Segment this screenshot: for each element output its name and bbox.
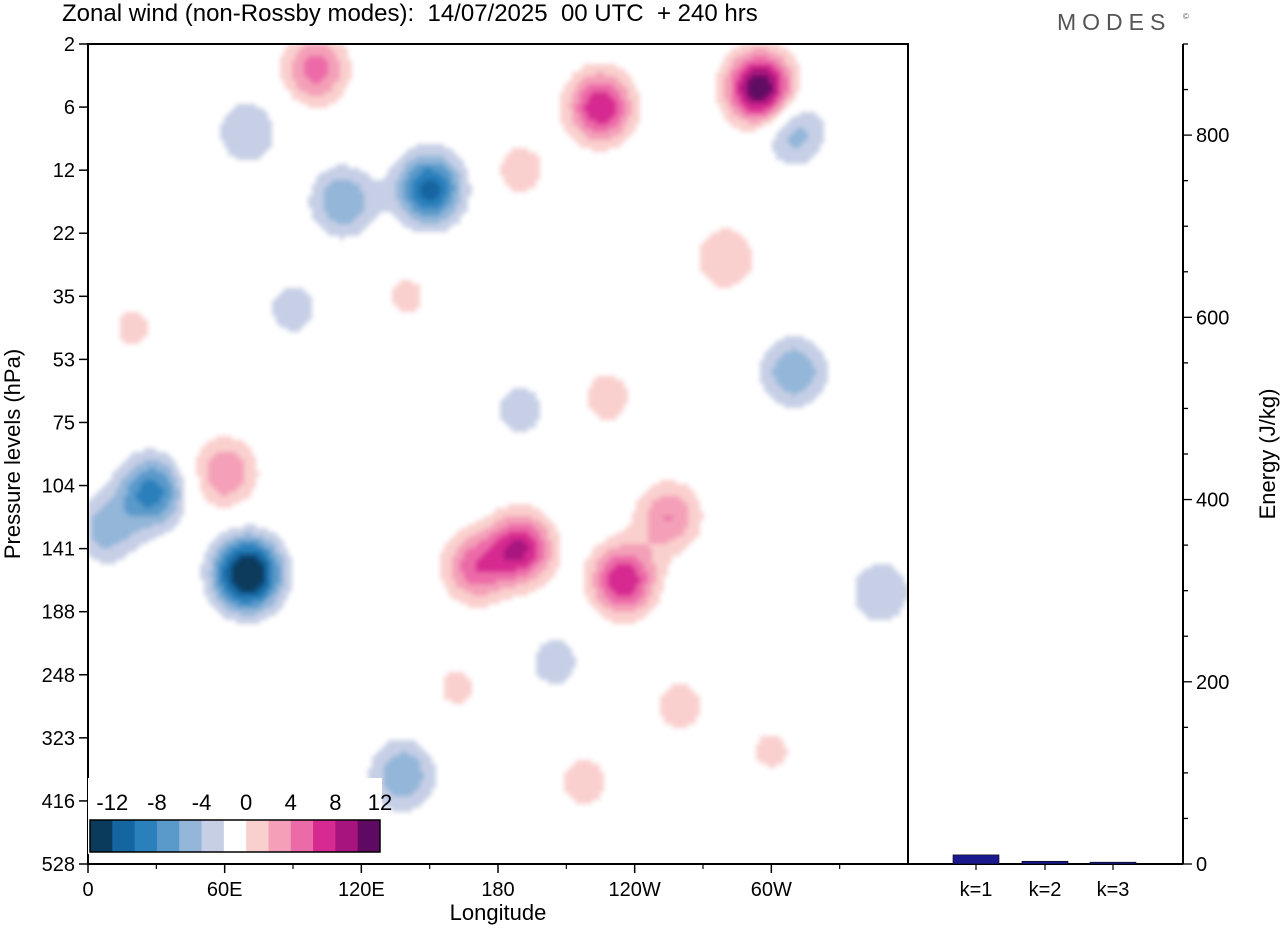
y-axis-title: Pressure levels (hPa)	[0, 349, 25, 559]
chart-title: Zonal wind (non-Rossby modes): 14/07/202…	[62, 0, 758, 27]
colorbar-swatch	[223, 820, 247, 852]
y-tick-label: 75	[53, 412, 75, 434]
x-tick-label: 120E	[338, 879, 385, 901]
y-tick-label: 53	[53, 349, 75, 371]
y-tick-label: 416	[42, 791, 75, 813]
colorbar-label: 0	[240, 790, 252, 815]
colorbar-label: 4	[285, 790, 297, 815]
colorbar-label: -8	[147, 790, 167, 815]
colorbar-label: 12	[368, 790, 392, 815]
energy-tick-label: 400	[1196, 490, 1229, 512]
energy-tick-label: 0	[1196, 854, 1207, 876]
energy-category-label: k=3	[1097, 879, 1130, 901]
energy-bar	[1021, 860, 1069, 865]
y-tick-label: 22	[53, 223, 75, 245]
energy-tick-label: 200	[1196, 672, 1229, 694]
x-axis-title: Longitude	[450, 900, 547, 925]
y-tick-label: 2	[64, 34, 75, 56]
zonal-wind-field	[88, 44, 908, 864]
y-tick-label: 35	[53, 286, 75, 308]
colorbar-label: -12	[96, 790, 128, 815]
colorbar-swatch	[156, 820, 180, 852]
brand-copyright-mark: ©	[1183, 12, 1189, 21]
energy-tick-label: 800	[1196, 125, 1229, 147]
colorbar-swatch	[201, 820, 225, 852]
energy-axis-title: Energy (J/kg)	[1255, 389, 1280, 520]
y-tick-label: 248	[42, 665, 75, 687]
colorbar-swatch	[357, 820, 381, 852]
energy-bar	[1089, 861, 1137, 865]
energy-category-label: k=2	[1029, 879, 1062, 901]
x-tick-label: 0	[82, 879, 93, 901]
y-tick-label: 528	[42, 854, 75, 876]
y-tick-label: 323	[42, 728, 75, 750]
colorbar-swatch	[268, 820, 292, 852]
colorbar-swatch	[335, 820, 359, 852]
energy-tick-label: 600	[1196, 307, 1229, 329]
y-tick-label: 12	[53, 160, 75, 182]
colorbar-label: 8	[329, 790, 341, 815]
energy-bar	[952, 854, 1000, 865]
colorbar-swatch	[246, 820, 269, 852]
y-tick-label: 6	[64, 97, 75, 119]
colorbar-frame	[89, 819, 381, 853]
x-tick-label: 120W	[609, 879, 661, 901]
colorbar-label: -4	[192, 790, 212, 815]
y-tick-label: 188	[42, 602, 75, 624]
colorbar-swatch	[134, 820, 158, 852]
colorbar-swatch	[179, 820, 202, 852]
energy-category-label: k=1	[960, 879, 993, 901]
colorbar-swatch	[290, 820, 314, 852]
brand-logo: MODES	[1057, 9, 1172, 35]
colorbar-swatch	[112, 820, 136, 852]
y-tick-label: 104	[42, 476, 75, 498]
y-tick-label: 141	[42, 539, 75, 561]
x-tick-label: 60W	[751, 879, 792, 901]
x-tick-label: 180	[481, 879, 514, 901]
colorbar-swatch	[313, 820, 336, 852]
colorbar-swatch	[90, 820, 113, 852]
x-tick-label: 60E	[207, 879, 243, 901]
